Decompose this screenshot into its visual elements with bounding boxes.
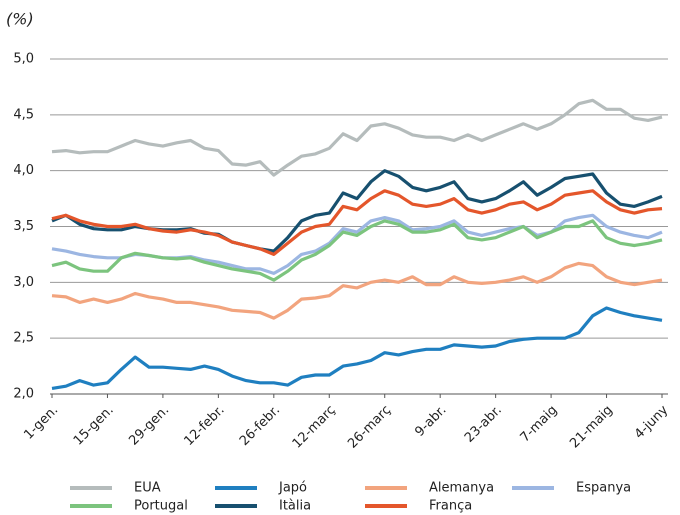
- x-tick-label: 23-abr.: [462, 403, 505, 446]
- x-tick-label: 4-juny: [632, 402, 672, 442]
- x-tick-label: 29-gen.: [126, 403, 172, 449]
- x-tick-label: 1-gen.: [21, 403, 61, 443]
- x-tick-label: 15-gen.: [71, 403, 117, 449]
- y-tick-label: 4,0: [13, 163, 34, 178]
- legend-label: Itàlia: [279, 499, 311, 514]
- legend-label: Espanya: [576, 481, 631, 496]
- series-line: [51, 98, 663, 177]
- legend-label: Alemanya: [429, 481, 494, 496]
- legend-label: Japó: [278, 481, 307, 496]
- series-line: [51, 219, 663, 282]
- x-tick-label: 26-març: [345, 403, 394, 452]
- x-tick-label: 26-febr.: [237, 403, 283, 449]
- y-tick-label: 4,5: [13, 107, 34, 122]
- y-tick-label: 2,0: [13, 387, 34, 402]
- x-tick-label: 7-maig: [518, 403, 561, 446]
- y-tick-label: 3,0: [13, 275, 34, 290]
- y-tick-label: 5,0: [13, 52, 34, 67]
- series-line: [51, 261, 663, 320]
- x-tick-label: 12-març: [290, 403, 339, 452]
- chart-title: (%): [6, 10, 34, 29]
- legend-label: França: [429, 499, 472, 514]
- legend-label: Portugal: [134, 499, 188, 514]
- series-line: [51, 189, 663, 256]
- series-line: [51, 306, 663, 390]
- y-tick-label: 3,5: [13, 219, 34, 234]
- legend-label: EUA: [134, 481, 161, 496]
- x-tick-label: 9-abr.: [412, 403, 449, 440]
- y-tick-label: 2,5: [13, 331, 34, 346]
- x-tick-label: 12-febr.: [181, 403, 227, 449]
- x-tick-label: 21-maig: [567, 403, 616, 452]
